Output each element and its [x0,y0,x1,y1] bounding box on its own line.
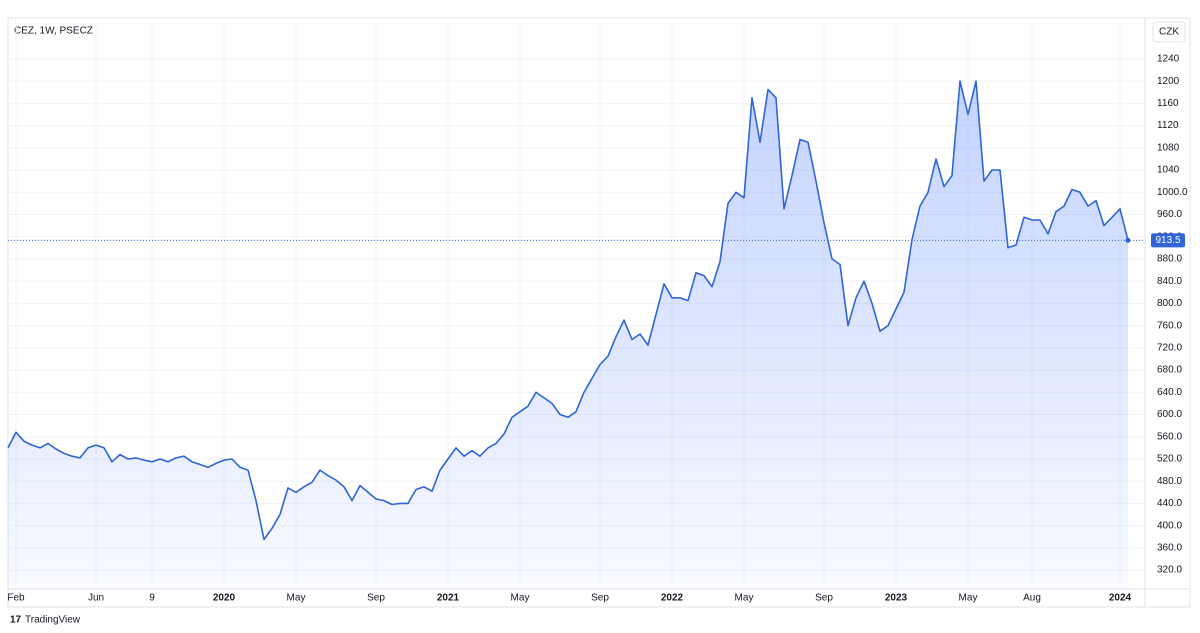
frame [7,17,1191,608]
y-tick-label: 1120 [1157,120,1179,131]
y-tick-label: 440.0 [1157,498,1182,509]
x-tick-label: Sep [815,593,833,604]
y-tick-label: 680.0 [1157,365,1182,376]
y-tick-label: 880.0 [1157,254,1182,265]
x-tick-label: Sep [591,593,609,604]
x-tick-label: 2022 [661,593,684,604]
x-tick-label: Feb [7,593,25,604]
currency-box[interactable] [1152,21,1186,43]
x-tick-label: May [959,593,978,604]
line [7,80,1129,541]
y-tick-label: 800.0 [1157,298,1182,309]
last-point [1125,237,1131,243]
chart-title: CEZ, 1W, PSECZ [14,26,93,37]
y-tick-label: 720.0 [1157,342,1182,353]
x-tick-label: 2024 [1109,593,1132,604]
y-tick-label: 600.0 [1157,409,1182,420]
x-tick-label: May [511,593,530,604]
y-tick-label: 1040 [1157,165,1180,176]
y-tick-label: 640.0 [1157,387,1182,398]
x-tick-label: Aug [1023,593,1041,604]
currency-label[interactable]: CZK [1159,27,1179,38]
logo-mark: 17 [10,615,22,626]
y-tick-label: 320.0 [1157,565,1182,576]
x-tick-label: 2020 [213,593,236,604]
y-tick-label: 480.0 [1157,476,1182,487]
y-tick-label: 1000.0 [1157,187,1188,198]
x-tick-label: May [735,593,754,604]
y-tick-label: 1240 [1157,54,1180,65]
y-tick-label: 760.0 [1157,320,1182,331]
y-tick-label: 840.0 [1157,276,1182,287]
x-tick-label: 9 [149,593,155,604]
y-tick-label: 520.0 [1157,454,1182,465]
y-tick-label: 1200 [1157,76,1180,87]
last-price-label: 913.5 [1155,235,1180,246]
y-tick-label: 1080 [1157,142,1180,153]
brand: TradingView [25,615,81,626]
last-price-box [1151,233,1185,248]
y-tick-label: 1160 [1157,98,1179,109]
y-tick-label: 960.0 [1157,209,1182,220]
y-tick-label: 400.0 [1157,520,1182,531]
x-tick-label: Jun [88,593,104,604]
x-tick-label: May [287,593,306,604]
x-tick-label: Sep [367,593,385,604]
x-tick-label: 2021 [437,593,460,604]
y-tick-label: 560.0 [1157,431,1182,442]
x-tick-label: 2023 [885,593,908,604]
logo: 17 TradingView [10,615,81,626]
y-tick-label: 360.0 [1157,543,1182,554]
area [8,81,1128,589]
